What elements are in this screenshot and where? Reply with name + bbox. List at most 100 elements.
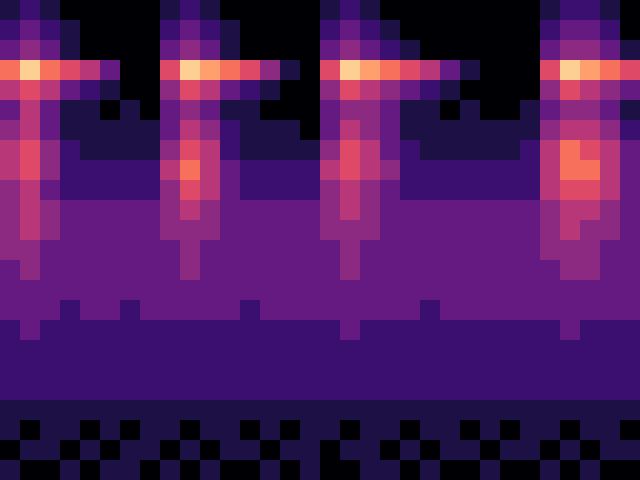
cell bbox=[240, 400, 260, 420]
cell bbox=[500, 260, 520, 280]
cell bbox=[620, 400, 640, 420]
cell bbox=[560, 400, 580, 420]
cell bbox=[580, 340, 600, 360]
cell bbox=[440, 140, 460, 160]
cell bbox=[20, 100, 40, 120]
cell bbox=[360, 0, 380, 20]
cell bbox=[200, 100, 220, 120]
cell bbox=[220, 460, 240, 480]
cell bbox=[140, 0, 160, 20]
cell bbox=[380, 380, 400, 400]
cell bbox=[180, 340, 200, 360]
cell bbox=[340, 380, 360, 400]
cell bbox=[320, 40, 340, 60]
cell bbox=[340, 280, 360, 300]
cell bbox=[480, 360, 500, 380]
cell bbox=[380, 240, 400, 260]
cell bbox=[220, 300, 240, 320]
cell bbox=[320, 440, 340, 460]
cell bbox=[280, 380, 300, 400]
cell bbox=[200, 120, 220, 140]
cell bbox=[280, 400, 300, 420]
cell bbox=[160, 40, 180, 60]
cell bbox=[360, 380, 380, 400]
cell bbox=[380, 100, 400, 120]
cell bbox=[40, 160, 60, 180]
cell bbox=[100, 380, 120, 400]
cell bbox=[60, 380, 80, 400]
cell bbox=[180, 260, 200, 280]
cell bbox=[100, 460, 120, 480]
cell bbox=[500, 160, 520, 180]
cell bbox=[620, 60, 640, 80]
cell bbox=[560, 100, 580, 120]
cell bbox=[620, 280, 640, 300]
cell bbox=[40, 360, 60, 380]
cell bbox=[200, 180, 220, 200]
cell bbox=[360, 340, 380, 360]
cell bbox=[620, 140, 640, 160]
cell bbox=[480, 60, 500, 80]
cell bbox=[320, 360, 340, 380]
cell bbox=[580, 240, 600, 260]
cell bbox=[80, 240, 100, 260]
cell bbox=[120, 240, 140, 260]
cell bbox=[260, 180, 280, 200]
cell bbox=[200, 20, 220, 40]
cell bbox=[320, 0, 340, 20]
cell bbox=[420, 300, 440, 320]
cell bbox=[0, 100, 20, 120]
cell bbox=[220, 40, 240, 60]
cell bbox=[60, 160, 80, 180]
cell bbox=[200, 300, 220, 320]
cell bbox=[280, 100, 300, 120]
cell bbox=[480, 40, 500, 60]
cell bbox=[260, 200, 280, 220]
cell bbox=[200, 200, 220, 220]
cell bbox=[460, 360, 480, 380]
cell bbox=[200, 360, 220, 380]
cell bbox=[480, 160, 500, 180]
cell bbox=[460, 260, 480, 280]
cell bbox=[220, 100, 240, 120]
cell bbox=[60, 400, 80, 420]
cell bbox=[320, 340, 340, 360]
cell bbox=[420, 460, 440, 480]
cell bbox=[440, 40, 460, 60]
cell bbox=[260, 400, 280, 420]
cell bbox=[440, 200, 460, 220]
cell bbox=[360, 60, 380, 80]
cell bbox=[540, 80, 560, 100]
cell bbox=[280, 340, 300, 360]
cell bbox=[120, 380, 140, 400]
cell bbox=[500, 180, 520, 200]
cell bbox=[360, 280, 380, 300]
cell bbox=[40, 340, 60, 360]
cell bbox=[220, 360, 240, 380]
cell bbox=[500, 20, 520, 40]
cell bbox=[180, 380, 200, 400]
cell bbox=[560, 260, 580, 280]
cell bbox=[580, 180, 600, 200]
cell bbox=[300, 140, 320, 160]
cell bbox=[180, 140, 200, 160]
cell bbox=[160, 260, 180, 280]
cell bbox=[340, 120, 360, 140]
cell bbox=[180, 400, 200, 420]
cell bbox=[120, 300, 140, 320]
cell bbox=[240, 300, 260, 320]
cell bbox=[420, 220, 440, 240]
cell bbox=[60, 420, 80, 440]
cell bbox=[160, 380, 180, 400]
cell bbox=[500, 40, 520, 60]
cell bbox=[360, 320, 380, 340]
cell bbox=[80, 340, 100, 360]
cell bbox=[500, 80, 520, 100]
cell bbox=[240, 0, 260, 20]
cell bbox=[340, 180, 360, 200]
cell bbox=[420, 20, 440, 40]
cell bbox=[480, 460, 500, 480]
cell bbox=[300, 240, 320, 260]
cell bbox=[220, 20, 240, 40]
cell bbox=[220, 140, 240, 160]
